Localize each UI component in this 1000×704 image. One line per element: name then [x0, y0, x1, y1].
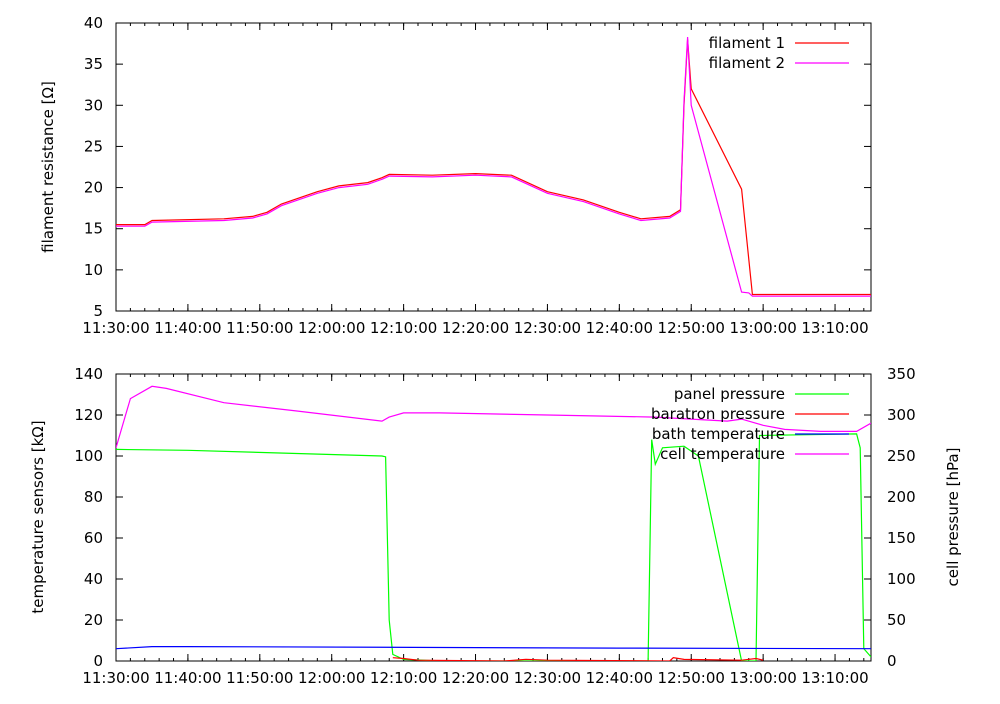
legend-label: cell temperature	[660, 445, 785, 463]
x-tick-label: 11:50:00	[226, 319, 293, 337]
y2-tick-label: 0	[887, 652, 897, 670]
x-tick-label: 12:50:00	[658, 669, 725, 687]
x-tick-label: 12:30:00	[514, 319, 581, 337]
x-tick-label: 11:40:00	[154, 669, 221, 687]
y-axis-label: filament resistance [Ω]	[39, 81, 57, 253]
legend-label: baratron pressure	[651, 405, 785, 423]
legend-label: filament 2	[709, 54, 785, 72]
x-tick-label: 12:40:00	[586, 319, 653, 337]
x-tick-label: 12:10:00	[370, 669, 437, 687]
x-tick-label: 12:20:00	[442, 319, 509, 337]
y-tick-label: 40	[84, 14, 103, 32]
y-axis-label: temperature sensors [kΩ]	[29, 420, 47, 613]
y-tick-label: 120	[74, 406, 103, 424]
y2-tick-label: 250	[887, 447, 916, 465]
y-tick-label: 20	[84, 179, 103, 197]
x-tick-label: 12:30:00	[514, 669, 581, 687]
y-tick-label: 30	[84, 96, 103, 114]
x-tick-label: 12:20:00	[442, 669, 509, 687]
y-tick-label: 20	[84, 611, 103, 629]
y-tick-label: 10	[84, 261, 103, 279]
legend-label: bath temperature	[652, 425, 785, 443]
y-tick-label: 15	[84, 220, 103, 238]
chart-panel-temperature: temperature sensors [kΩ] cell pressure […	[29, 365, 962, 687]
x-tick-label: 12:00:00	[298, 319, 365, 337]
series-line-filament-1	[116, 39, 871, 296]
x-tick-label: 11:30:00	[82, 319, 149, 337]
legend-label: panel pressure	[674, 385, 785, 403]
y2-tick-label: 350	[887, 365, 916, 383]
series-line-bath-temperature	[116, 646, 871, 650]
y-tick-label: 0	[93, 652, 103, 670]
y-tick-label: 140	[74, 365, 103, 383]
series-line-panel-pressure	[116, 433, 871, 661]
y2-tick-label: 100	[887, 570, 916, 588]
x-tick-label: 11:40:00	[154, 319, 221, 337]
x-tick-label: 13:00:00	[729, 319, 796, 337]
x-tick-label: 13:10:00	[801, 319, 868, 337]
y-tick-label: 60	[84, 529, 103, 547]
plot-frame	[115, 22, 872, 312]
y-tick-label: 40	[84, 570, 103, 588]
series-line-filament-2	[116, 36, 871, 297]
y-tick-label: 100	[74, 447, 103, 465]
y-tick-label: 35	[84, 55, 103, 73]
x-tick-label: 11:30:00	[82, 669, 149, 687]
y-tick-label: 5	[93, 302, 103, 320]
y2-tick-label: 300	[887, 406, 916, 424]
x-tick-label: 12:50:00	[658, 319, 725, 337]
chart-panel-filament: filament resistance [Ω] 11:30:00 11:40:00…	[39, 14, 872, 337]
legend-label: filament 1	[709, 34, 785, 52]
x-tick-label: 13:00:00	[729, 669, 796, 687]
x-tick-label: 12:40:00	[586, 669, 653, 687]
x-tick-label: 11:50:00	[226, 669, 293, 687]
y2-tick-label: 50	[887, 611, 906, 629]
x-tick-label: 13:10:00	[801, 669, 868, 687]
series-line-baratron-pressure	[392, 657, 764, 661]
y-tick-label: 80	[84, 488, 103, 506]
y-tick-label: 25	[84, 137, 103, 155]
y2-axis-label: cell pressure [hPa]	[944, 448, 962, 587]
series-line-cell-temperature	[116, 385, 871, 448]
x-tick-label: 12:00:00	[298, 669, 365, 687]
y2-tick-label: 150	[887, 529, 916, 547]
y2-tick-label: 200	[887, 488, 916, 506]
x-tick-label: 12:10:00	[370, 319, 437, 337]
